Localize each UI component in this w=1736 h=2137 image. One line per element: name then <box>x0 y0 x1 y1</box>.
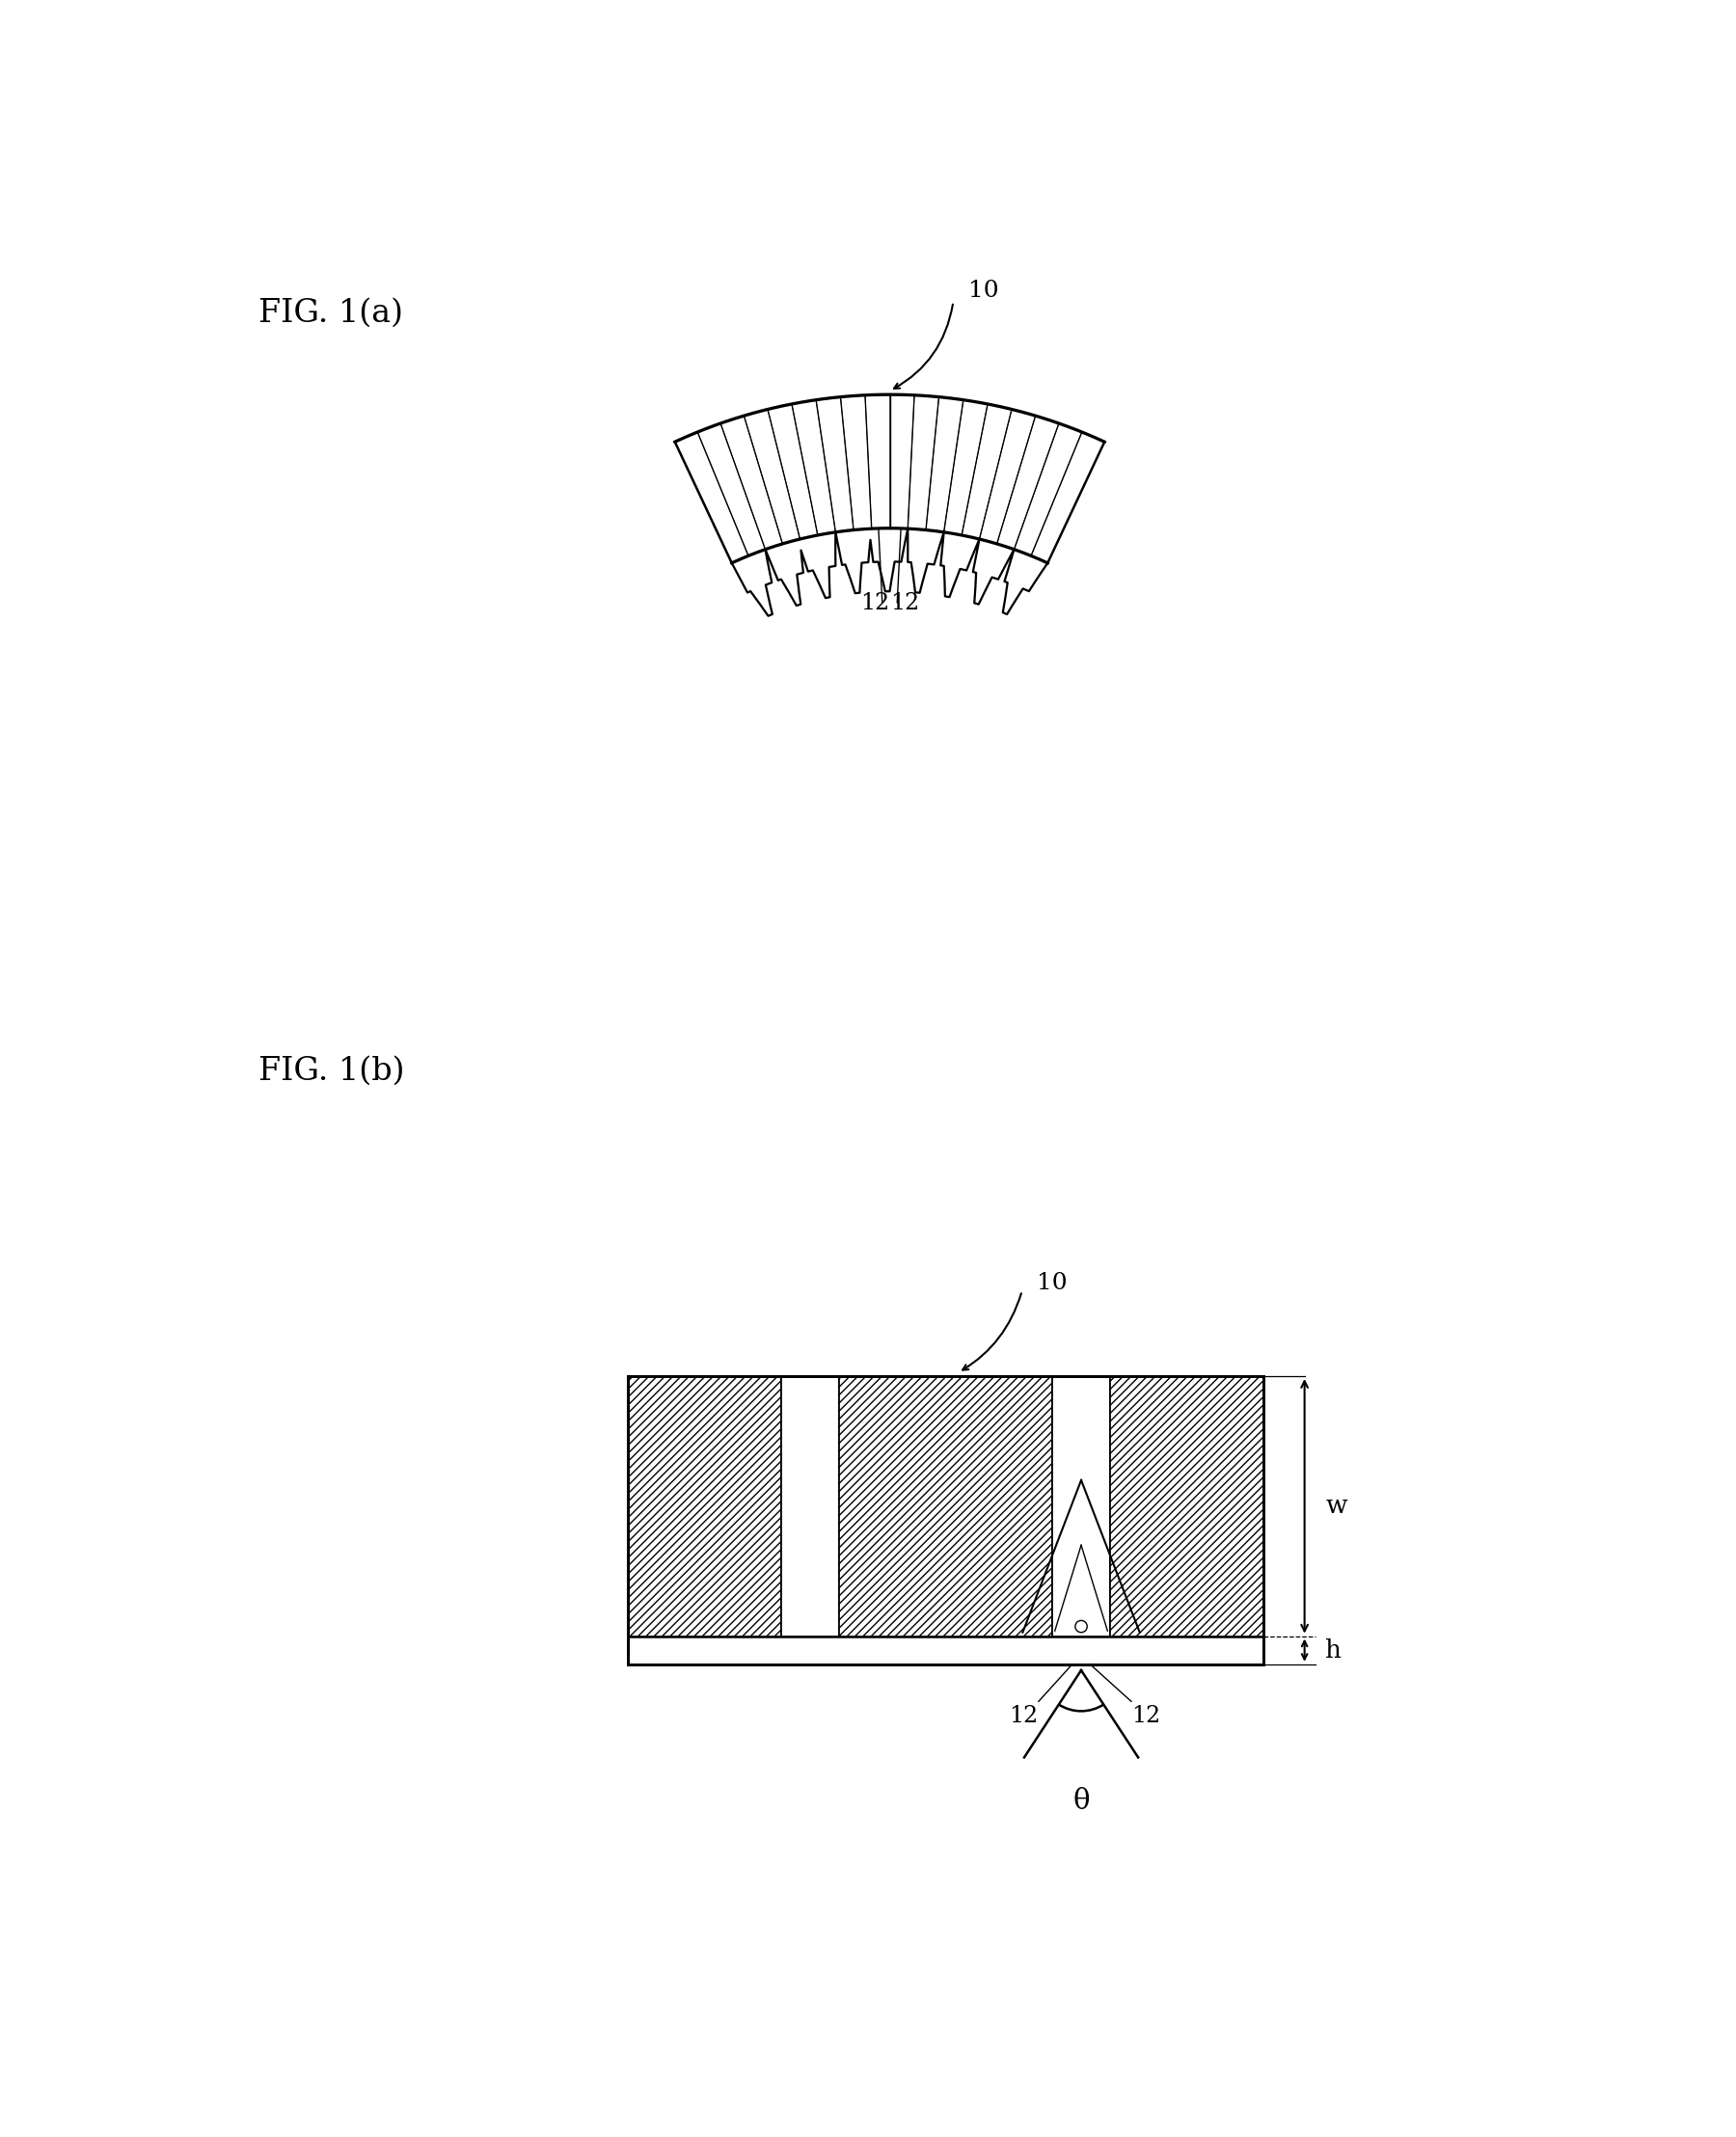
Polygon shape <box>792 400 835 534</box>
Polygon shape <box>720 417 783 549</box>
Polygon shape <box>840 395 871 530</box>
Polygon shape <box>698 423 766 556</box>
Polygon shape <box>745 410 800 543</box>
Polygon shape <box>925 397 963 532</box>
Text: h: h <box>1326 1639 1342 1663</box>
Polygon shape <box>889 395 915 528</box>
Bar <box>838 1376 1052 1637</box>
Polygon shape <box>767 404 818 539</box>
Polygon shape <box>979 410 1035 543</box>
Polygon shape <box>816 397 854 532</box>
Polygon shape <box>675 432 748 562</box>
Polygon shape <box>996 417 1059 549</box>
Text: 12: 12 <box>859 592 889 615</box>
Polygon shape <box>1031 432 1104 562</box>
Text: 12: 12 <box>1009 1705 1038 1727</box>
Bar <box>628 1376 781 1637</box>
Text: 12: 12 <box>1132 1705 1161 1727</box>
Polygon shape <box>865 395 889 528</box>
Bar <box>628 1637 1264 1665</box>
Bar <box>1111 1376 1264 1637</box>
Bar <box>781 1376 838 1637</box>
Polygon shape <box>1014 423 1082 556</box>
Polygon shape <box>944 400 988 534</box>
Polygon shape <box>675 395 1104 562</box>
Text: FIG. 1(a): FIG. 1(a) <box>259 297 403 329</box>
Text: 12: 12 <box>891 592 920 615</box>
Text: w: w <box>1326 1494 1347 1517</box>
Text: 10: 10 <box>969 280 998 301</box>
Polygon shape <box>962 404 1012 539</box>
Text: FIG. 1(b): FIG. 1(b) <box>259 1056 404 1086</box>
Text: θ: θ <box>1073 1787 1090 1814</box>
Bar <box>1052 1376 1111 1637</box>
Text: 10: 10 <box>1036 1272 1068 1295</box>
Polygon shape <box>908 395 939 530</box>
Polygon shape <box>733 528 1047 615</box>
